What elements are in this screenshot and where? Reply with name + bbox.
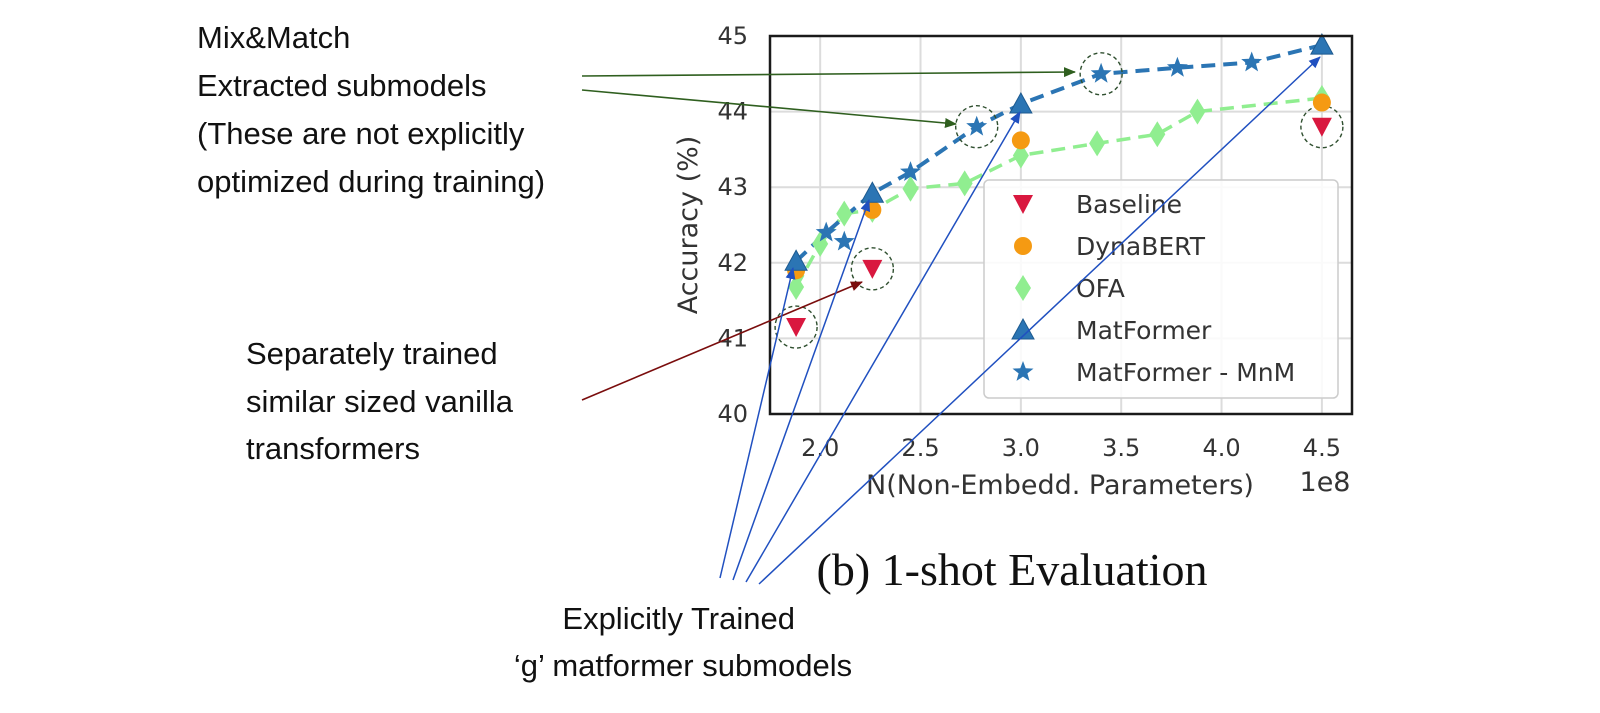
marker-matformer-mnm [1090, 62, 1112, 83]
marker-matformer [784, 249, 808, 271]
marker-dynabert [1312, 93, 1331, 112]
highlight-circle [850, 247, 895, 291]
legend-label: MatFormer [1076, 316, 1212, 345]
marker-matformer-mnm [1241, 51, 1263, 72]
y-tick-label: 44 [717, 98, 748, 126]
marker-matformer-mnm [900, 161, 921, 181]
plot-frame [768, 34, 1354, 416]
marker-ofa [1012, 142, 1029, 169]
legend-marker-matformer-mnm [1012, 361, 1034, 381]
annotation-mix-match: Mix&Match Extracted submodels (These are… [197, 20, 545, 199]
marker-ofa [902, 175, 919, 202]
y-axis-label: Accuracy (%) [673, 136, 704, 315]
marker-ofa [836, 200, 853, 227]
marker-matformer-mnm [833, 230, 855, 251]
marker-ofa [1149, 121, 1166, 148]
series-markers [784, 33, 1334, 338]
y-tick-label: 43 [717, 173, 748, 201]
figure-caption: (b) 1-shot Evaluation [817, 544, 1208, 595]
marker-matformer-mnm [1166, 56, 1188, 77]
baseline-arrow [581, 281, 863, 401]
legend-box [983, 179, 1339, 399]
marker-ofa [1189, 98, 1206, 125]
legend-marker-ofa [1015, 275, 1031, 301]
matformer-arrow-2 [732, 199, 871, 581]
mnm-arrow-2 [581, 89, 957, 128]
marker-matformer [1009, 92, 1033, 114]
marker-ofa [1089, 130, 1106, 157]
legend-label: DynaBERT [1076, 232, 1206, 261]
matformer-arrow-4 [758, 56, 1321, 585]
marker-dynabert [1011, 131, 1030, 150]
x-axis-label: N(Non-Embedd. Parameters) [866, 470, 1254, 501]
marker-matformer [860, 181, 885, 203]
highlight-circle [774, 305, 818, 349]
y-tick-label: 45 [717, 22, 748, 50]
marker-matformer-mnm [815, 221, 837, 242]
marker-baseline [1311, 117, 1332, 137]
legend-label: MatFormer - MnM [1076, 358, 1295, 387]
annotation-explicitly-trained: Explicitly Trained ‘g’ matformer submode… [514, 601, 852, 683]
x-tick-label: 2.5 [901, 434, 939, 462]
x-tick-label: 4.0 [1202, 434, 1240, 462]
matformer-arrow-3 [745, 111, 1021, 583]
annotation-arrows [581, 56, 1321, 585]
y-tick-label: 41 [717, 324, 748, 352]
marker-matformer-mnm [966, 115, 988, 136]
y-tick-label: 42 [717, 249, 748, 277]
matformer-arrow-1 [719, 267, 796, 579]
x-tick-label: 3.5 [1102, 434, 1140, 462]
axis-ticks: 2.0 2.5 3.0 3.5 4.0 4.5 40 41 42 43 44 45 [717, 22, 1341, 462]
legend-marker-baseline [1013, 195, 1033, 214]
annotation-separately-trained: Separately trained similar sized vanilla… [246, 336, 522, 466]
mnm-arrow-1 [581, 67, 1076, 78]
x-tick-label: 3.0 [1002, 434, 1040, 462]
x-scale-label: 1e8 [1300, 467, 1351, 498]
marker-matformer [1310, 33, 1334, 55]
marker-baseline [862, 259, 883, 279]
x-tick-label: 4.5 [1303, 434, 1341, 462]
x-tick-label: 2.0 [801, 434, 839, 462]
legend-marker-matformer [1011, 317, 1035, 340]
marker-ofa [956, 170, 973, 197]
marker-baseline [786, 318, 807, 338]
legend-label: Baseline [1076, 190, 1182, 219]
legend-marker-dynabert [1014, 237, 1032, 255]
y-tick-label: 40 [717, 400, 748, 428]
highlight-circle [1079, 52, 1123, 96]
marker-ofa [788, 273, 805, 300]
